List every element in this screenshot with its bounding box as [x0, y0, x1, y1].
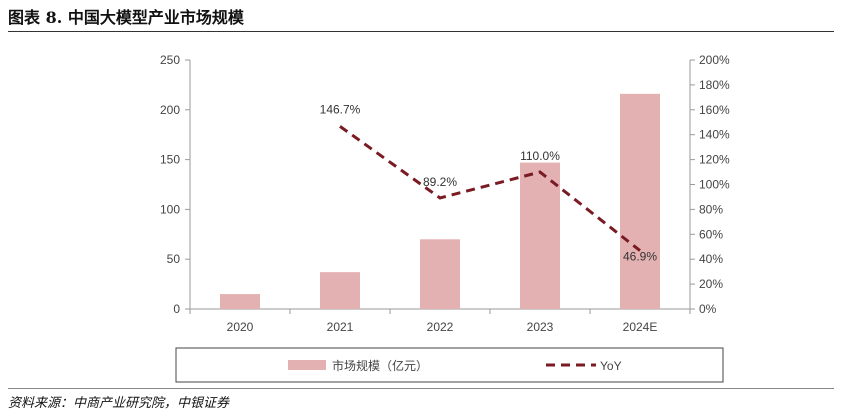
right-tick-label: 200% — [699, 53, 730, 67]
right-tick-label: 80% — [699, 202, 723, 216]
x-tick-label: 2022 — [427, 320, 454, 334]
bar-market-size — [220, 294, 260, 309]
title-rule — [8, 31, 834, 32]
x-tick-label: 2020 — [227, 320, 254, 334]
bar-market-size — [420, 239, 460, 309]
right-tick-label: 140% — [699, 128, 730, 142]
x-tick-label: 2021 — [327, 320, 354, 334]
source-note: 资料来源：中商产业研究院，中银证券 — [8, 396, 230, 411]
left-tick-label: 100 — [160, 202, 180, 216]
right-tick-label: 60% — [699, 227, 723, 241]
left-tick-label: 150 — [160, 153, 180, 167]
x-tick-label: 2024E — [623, 320, 658, 334]
right-tick-label: 20% — [699, 277, 723, 291]
left-tick-label: 50 — [167, 252, 181, 266]
legend-box — [175, 347, 724, 383]
yoy-data-label: 110.0% — [520, 149, 560, 163]
x-tick-label: 2023 — [527, 320, 554, 334]
right-tick-label: 0% — [699, 302, 717, 316]
left-tick-label: 250 — [160, 53, 180, 67]
yoy-data-label: 146.7% — [320, 102, 361, 116]
legend-line-label: YoY — [600, 359, 622, 373]
right-tick-label: 120% — [699, 153, 730, 167]
left-tick-label: 200 — [160, 103, 180, 117]
left-tick-label: 0 — [173, 302, 180, 316]
bar-market-size — [520, 162, 560, 309]
right-tick-label: 40% — [699, 252, 723, 266]
footer-rule — [8, 388, 834, 389]
legend-bar-swatch — [288, 360, 326, 370]
chart: 0 50 100 150 200 250 0% 20% 40% 60% 80% 100% 120% 140… — [160, 53, 730, 383]
line-yoy — [339, 125, 641, 252]
right-tick-label: 160% — [699, 103, 730, 117]
figure-title: 图表 8. 中国大模型产业市场规模 — [8, 8, 244, 27]
bar-market-size — [620, 93, 660, 309]
right-tick-label: 100% — [699, 178, 730, 192]
legend-bar-label: 市场规模（亿元） — [332, 358, 428, 373]
yoy-data-label: 46.9% — [623, 250, 657, 264]
right-tick-label: 180% — [699, 78, 730, 92]
yoy-data-label: 89.2% — [423, 175, 457, 189]
bar-market-size — [320, 272, 360, 309]
